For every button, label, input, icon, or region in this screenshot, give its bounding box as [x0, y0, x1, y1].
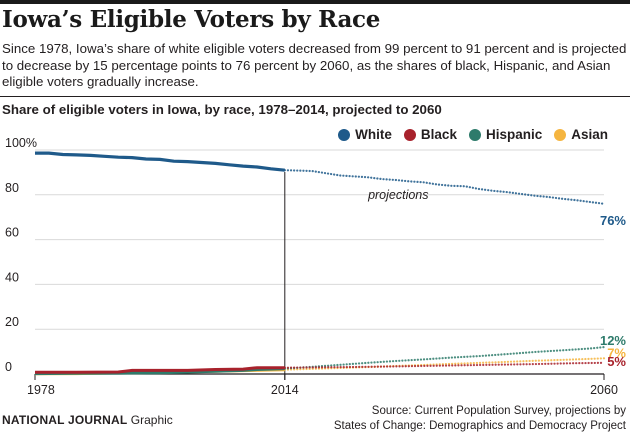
legend-item-asian: Asian: [554, 127, 608, 142]
series-line-hispanic-projected: [283, 346, 606, 370]
series-line-white-projected: [283, 169, 606, 205]
legend-label-black: Black: [420, 127, 457, 142]
legend-label-white: White: [355, 127, 392, 142]
source-line-2: States of Change: Demographics and Democ…: [333, 419, 626, 432]
series-line-black-projected: [283, 361, 606, 369]
top-rule: [0, 0, 630, 4]
legend-item-white: White: [338, 127, 392, 142]
page-title: Iowa’s Eligible Voters by Race: [2, 6, 381, 33]
projection-annotation: projections: [367, 188, 428, 202]
legend-label-asian: Asian: [571, 127, 608, 142]
y-tick-label-80: 80: [5, 181, 19, 195]
legend-swatch-black: [403, 128, 416, 141]
y-tick-label-100: 100%: [5, 136, 37, 150]
chart-legend: White Black Hispanic Asian: [338, 127, 608, 142]
series-line-black-historical: [35, 366, 285, 374]
y-tick-label-60: 60: [5, 226, 19, 240]
end-label-asian: 7%: [607, 345, 626, 360]
end-label-white: 76%: [600, 213, 626, 228]
x-tick-label-2060: 2060: [590, 383, 618, 397]
y-tick-label-0: 0: [5, 360, 12, 374]
legend-label-hispanic: Hispanic: [485, 127, 543, 142]
series-line-white-historical: [35, 151, 285, 172]
y-tick-label-20: 20: [5, 315, 19, 329]
end-label-black: 5%: [607, 354, 626, 369]
footer-brand: NATIONAL JOURNAL: [2, 413, 128, 427]
legend-swatch-asian: [554, 128, 567, 141]
legend-item-hispanic: Hispanic: [468, 127, 543, 142]
legend-swatch-white: [338, 128, 351, 141]
legend-item-black: Black: [403, 127, 457, 142]
series-line-asian-projected: [283, 357, 606, 371]
chart-title: Share of eligible voters in Iowa, by rac…: [2, 102, 442, 117]
legend-swatch-hispanic: [468, 128, 481, 141]
footer-credit: NATIONAL JOURNAL Graphic: [2, 413, 173, 427]
y-tick-label-40: 40: [5, 270, 19, 284]
x-tick-label-1978: 1978: [27, 383, 55, 397]
footer-source: Source: Current Population Survey, proje…: [334, 404, 626, 433]
source-line-1: Source: Current Population Survey, proje…: [371, 405, 626, 417]
section-divider: [0, 96, 630, 97]
x-tick-label-2014: 2014: [271, 383, 299, 397]
footer-brand-suffix: Graphic: [130, 413, 173, 427]
end-label-hispanic: 12%: [600, 333, 626, 348]
page-subtitle: Since 1978, Iowa’s share of white eligib…: [2, 41, 627, 89]
